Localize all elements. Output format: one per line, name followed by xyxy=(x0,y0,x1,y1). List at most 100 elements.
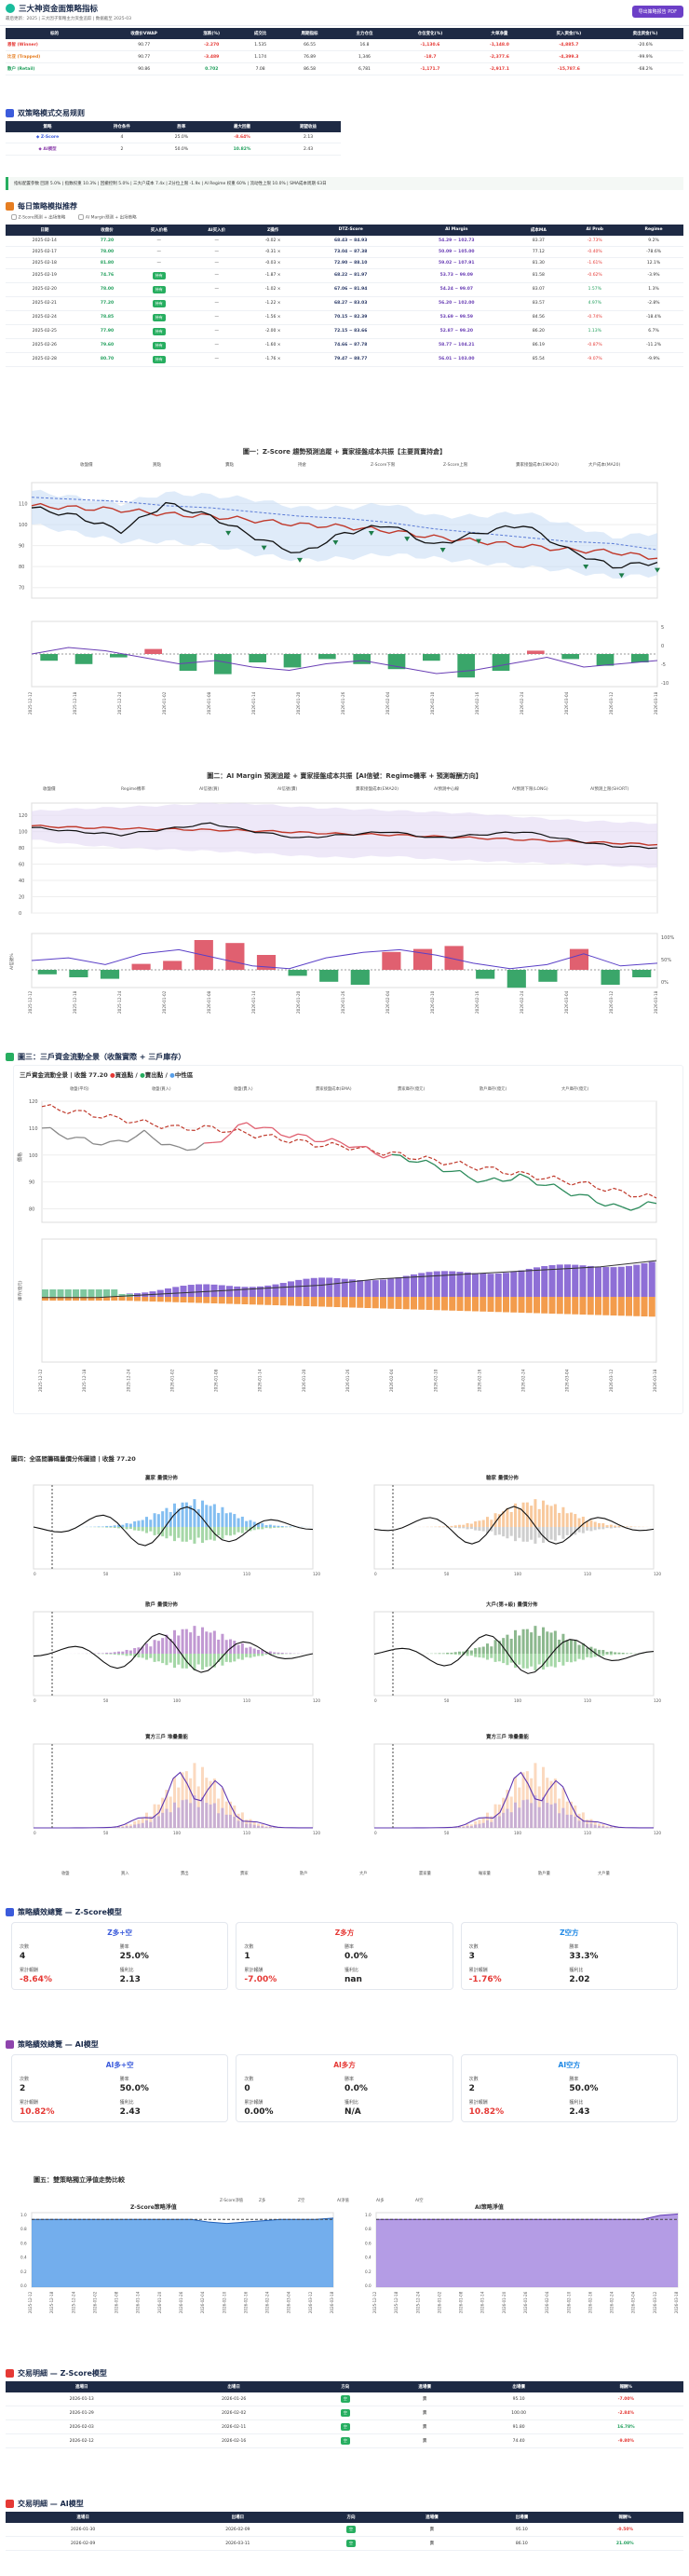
table-cell: 95.10 xyxy=(468,2392,569,2406)
volume-bar xyxy=(438,1653,441,1654)
ma-line xyxy=(31,497,658,551)
table-cell: — xyxy=(187,257,247,269)
volume-bar xyxy=(462,1651,466,1654)
volume-bar xyxy=(125,1649,128,1654)
x-tick: 2026-01-14 xyxy=(136,2291,141,2313)
volume-bar xyxy=(137,1647,141,1654)
close-segment xyxy=(169,1143,179,1148)
big-inventory-bar xyxy=(226,1286,234,1297)
volume-bar xyxy=(570,1639,573,1654)
volume-bar xyxy=(205,1631,209,1654)
table-cell: 2.43 xyxy=(276,143,341,156)
x-tick: 2026-03-12 xyxy=(609,1369,614,1392)
big-inventory-bar xyxy=(572,1264,579,1297)
table-row: 散户 (Retail) 90.86 0.702 7.08 86.58 6,781 -1,17… xyxy=(6,62,683,75)
x-tick: 2026-03-18 xyxy=(330,2291,334,2313)
volume-bar-neg xyxy=(478,1654,481,1658)
table-cell: 90.86 xyxy=(103,62,185,75)
stack-bar xyxy=(145,1820,148,1828)
big-inventory-bar xyxy=(602,1267,610,1297)
close-segment xyxy=(502,1179,512,1182)
volume-bar xyxy=(145,1643,148,1654)
table-cell: — xyxy=(187,352,247,367)
table-cell: 78.85 xyxy=(83,310,131,325)
x-tick: 100 xyxy=(514,1572,521,1576)
volume-bar xyxy=(105,1525,109,1527)
volume-bar xyxy=(577,1644,581,1654)
page-subtitle: 最后更新：2025 | 三大因子策略主力资金追踪 | 数据截至 2025-03 xyxy=(6,17,131,21)
x-tick: 2026-01-14 xyxy=(258,1369,263,1392)
big-inventory-bar xyxy=(564,1264,572,1297)
y-tick: 120 xyxy=(19,813,28,819)
big-inventory-bar xyxy=(480,1274,487,1297)
retail-inventory-bar xyxy=(617,1297,625,1316)
legend-item: Z-Score下限 xyxy=(371,461,396,468)
stack-bar xyxy=(177,1807,181,1828)
table-cell: 2025-02-19 xyxy=(6,268,84,283)
retail-inventory-bar xyxy=(411,1297,418,1310)
volume-bar-neg xyxy=(245,1527,249,1531)
volume-bar xyxy=(273,1652,277,1654)
volume-bar xyxy=(209,1780,212,1828)
col-header: 出場日 xyxy=(160,2512,316,2523)
perf-card-title: Z多+空 xyxy=(107,1929,133,1937)
close-segment xyxy=(41,1126,51,1129)
daily-title: 每日策略模拟推荐 xyxy=(18,202,77,211)
x-tick: 2026-02-10 xyxy=(566,2291,571,2313)
perf-metric-ret: 累計報酬 -7.00% xyxy=(244,1968,277,1984)
ai-bar xyxy=(288,970,307,976)
panel-title: 贏家 量價分佈 xyxy=(144,1474,178,1481)
volume-bar xyxy=(586,1647,589,1654)
x-tick: 0 xyxy=(34,1831,36,1835)
chart-5-title: 圖五：雙策略獨立淨值走勢比較 xyxy=(34,2176,125,2184)
stack-bar xyxy=(586,1823,589,1828)
volume-bar xyxy=(553,1504,557,1527)
x-tick: 2025-12-24 xyxy=(126,1369,130,1392)
close-segment xyxy=(340,1141,350,1149)
table-cell: 1,346 xyxy=(337,50,392,63)
stack-bar xyxy=(169,1812,172,1828)
retail-inventory-bar xyxy=(111,1297,118,1301)
table-cell: 2026-02-09 xyxy=(160,2523,316,2537)
volume-bar-neg xyxy=(486,1527,489,1533)
volume-bar xyxy=(521,1772,525,1828)
close-segment xyxy=(571,1193,580,1197)
close-segment xyxy=(579,1193,588,1196)
volume-bar-neg xyxy=(245,1654,249,1657)
ai-bar xyxy=(601,970,620,985)
table-cell: 2025-02-18 xyxy=(6,257,84,269)
y-tick: 0.2 xyxy=(20,2269,27,2274)
legend-zscore: Z-Score预测 + 出场策略 xyxy=(11,214,65,221)
volume-bar-neg xyxy=(609,1654,613,1656)
big-inventory-bar xyxy=(196,1284,203,1297)
volume-bar-neg xyxy=(212,1654,216,1668)
legend-item: 賣家接盤成本(EMA20) xyxy=(356,785,399,792)
volume-bar-neg xyxy=(617,1654,621,1655)
volume-bar-neg xyxy=(156,1654,160,1662)
export-button[interactable]: 导出策略报告 PDF xyxy=(631,6,683,18)
sell-marker xyxy=(261,545,267,551)
table-cell: -9.80% xyxy=(568,2433,683,2448)
table-cell: 2026-02-03 xyxy=(6,2419,158,2434)
legend-item: 賣家接盤成本(EMA20) xyxy=(516,461,559,468)
distribution-line xyxy=(33,1771,314,1829)
retail-inventory-bar xyxy=(380,1297,387,1309)
volume-bar-neg xyxy=(149,1654,153,1658)
col-header: 進場日 xyxy=(6,2381,158,2392)
table-cell: — xyxy=(187,310,247,325)
stack-bar xyxy=(530,1803,534,1828)
legend-item: 輸家量 xyxy=(479,1870,492,1876)
stack-bar xyxy=(153,1816,156,1828)
legend-item: 買入 xyxy=(121,1871,129,1876)
retail-inventory-bar xyxy=(288,1297,295,1306)
right-tick: -10 xyxy=(661,681,669,687)
y-tick: 90 xyxy=(19,544,24,550)
stack-bar xyxy=(161,1812,165,1828)
volume-bar xyxy=(521,1502,525,1527)
close-segment xyxy=(588,1194,598,1204)
table-cell: 持有 xyxy=(130,324,188,339)
retail-inventory-bar xyxy=(610,1297,617,1315)
volume-bar xyxy=(581,1642,585,1654)
close-segment xyxy=(272,1127,282,1136)
table-cell: 78.00 xyxy=(83,282,131,297)
